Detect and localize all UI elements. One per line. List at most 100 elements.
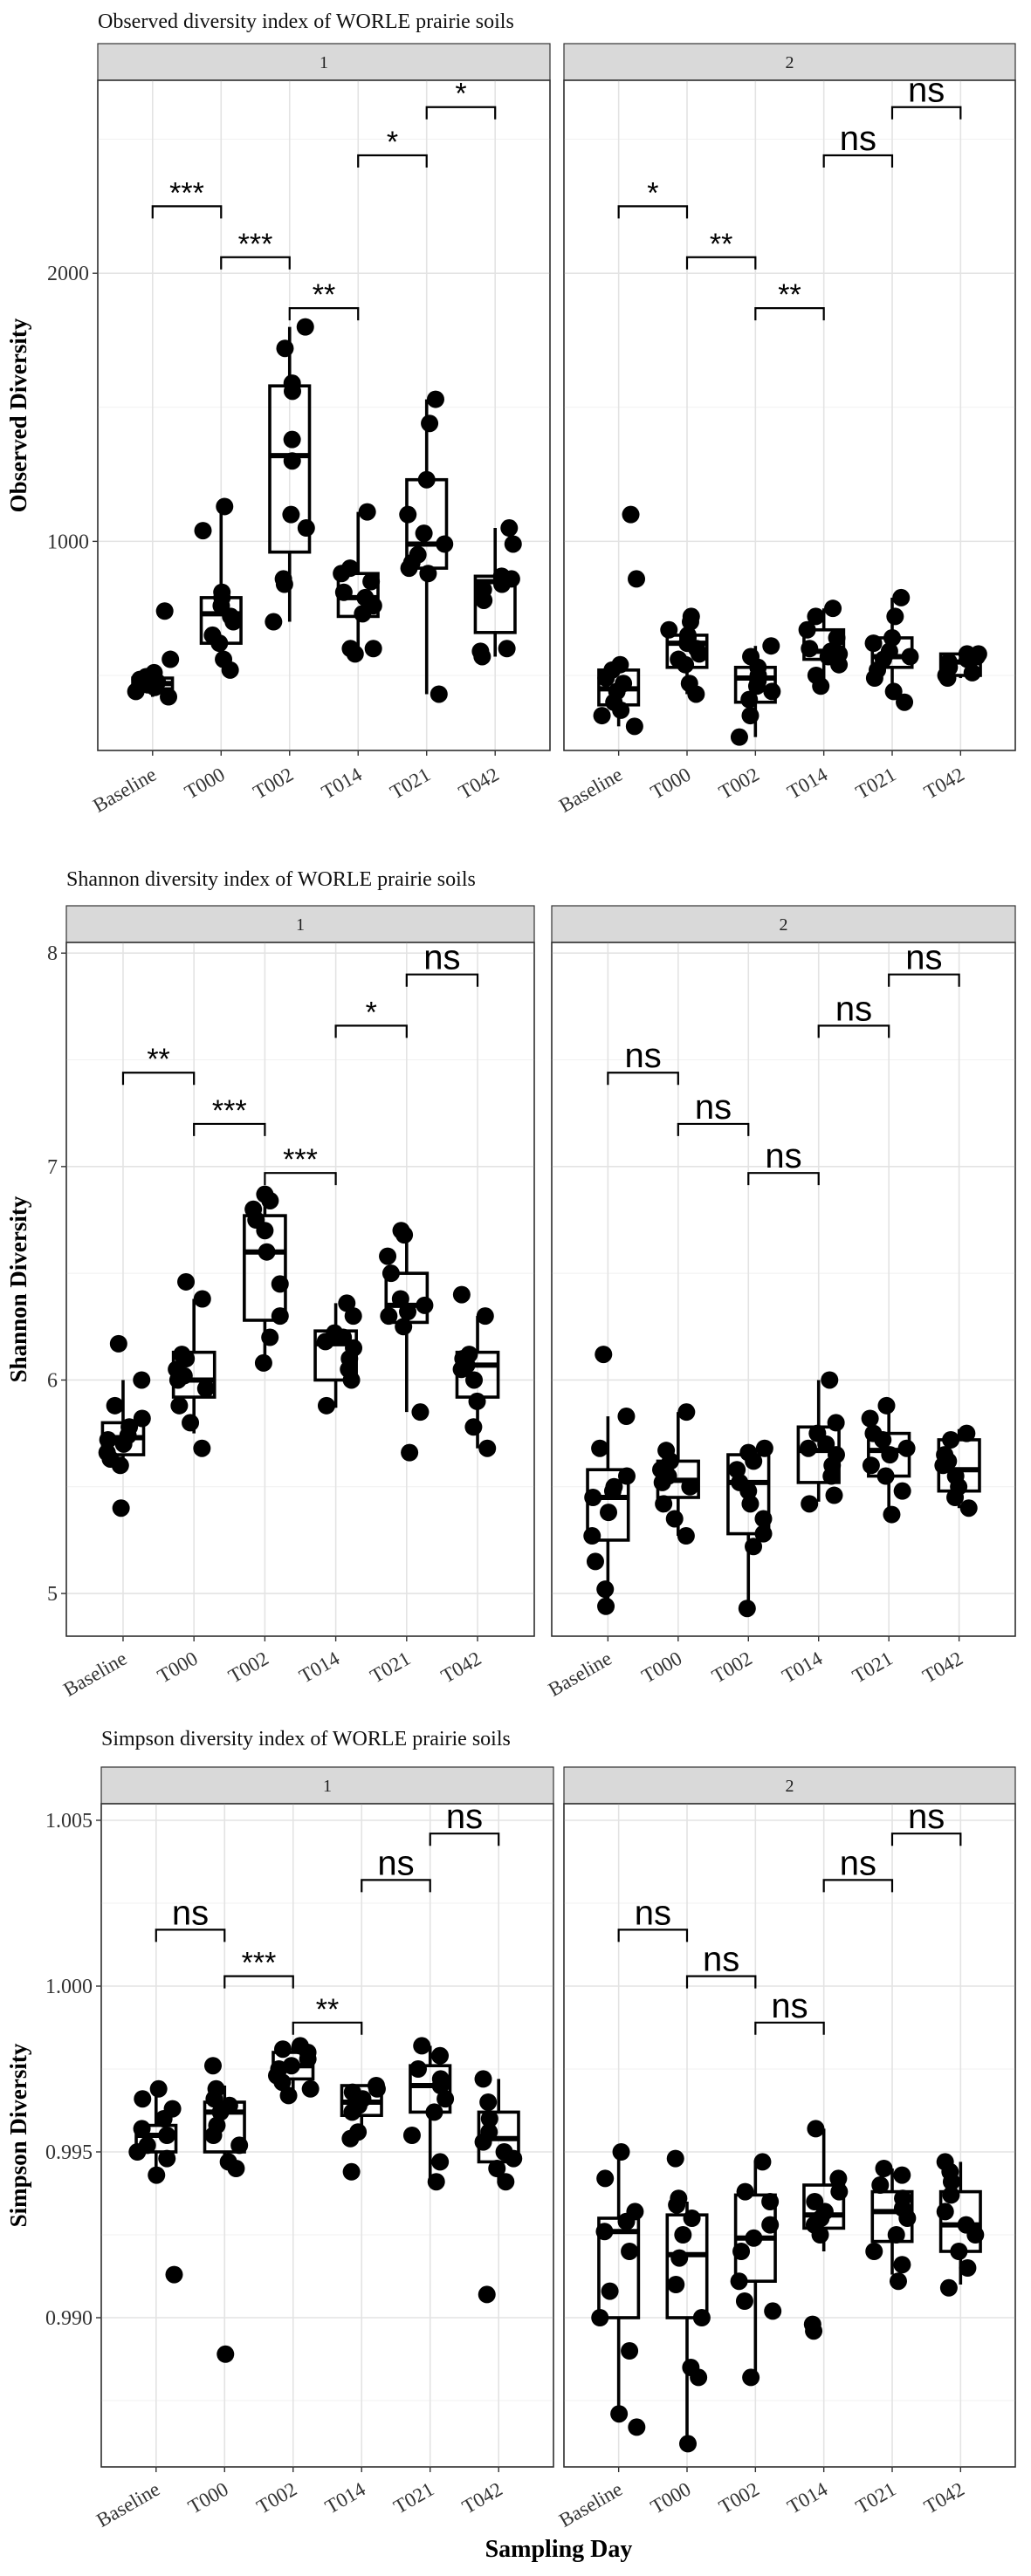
data-point — [886, 607, 904, 626]
data-point — [468, 1392, 486, 1410]
bracket-line — [617, 205, 689, 219]
significance-bracket: ns — [888, 939, 960, 987]
bracket-line — [754, 307, 825, 321]
bracket-line — [155, 1929, 226, 1942]
bracket-line — [220, 256, 291, 270]
data-point — [808, 1424, 827, 1442]
data-point — [939, 2278, 958, 2297]
data-point — [950, 2243, 968, 2260]
plot-border — [97, 79, 551, 751]
bracket-line — [292, 2021, 363, 2035]
data-point — [436, 535, 454, 553]
data-point — [109, 1334, 127, 1353]
y-axis-label: Shannon Diversity — [5, 1196, 31, 1382]
x-tick-label: T021 — [849, 1648, 897, 1688]
data-point — [824, 599, 842, 618]
data-point — [593, 707, 611, 725]
data-point — [677, 1403, 696, 1422]
x-tick-label: T042 — [920, 2478, 968, 2518]
data-point — [492, 567, 511, 586]
data-point — [356, 588, 375, 606]
significance-bracket: ns — [754, 1987, 825, 2035]
data-point — [600, 1504, 618, 1522]
data-point — [283, 374, 301, 393]
data-point — [258, 1243, 276, 1261]
data-point — [162, 650, 180, 668]
x-tick-label: Baseline — [89, 764, 160, 817]
data-point — [196, 1380, 215, 1398]
data-point — [158, 2127, 176, 2144]
significance-bracket: * — [334, 996, 408, 1038]
data-point — [399, 505, 417, 524]
data-point — [392, 1222, 410, 1240]
x-tick-label: Baseline — [555, 764, 626, 817]
data-point — [887, 2226, 905, 2244]
data-point — [460, 1346, 478, 1364]
data-point — [801, 1495, 819, 1513]
data-point — [411, 1403, 430, 1422]
facet-strip-label: 2 — [786, 53, 794, 72]
bracket-line — [334, 1024, 408, 1038]
data-point — [959, 2259, 977, 2277]
data-point — [753, 2153, 772, 2171]
data-point — [692, 2309, 711, 2326]
data-point — [612, 2143, 630, 2161]
x-tick-label: T021 — [367, 1648, 415, 1688]
data-point — [667, 2276, 685, 2293]
data-point — [367, 2077, 385, 2094]
data-point — [657, 1442, 676, 1460]
x-tick-label: Baseline — [93, 2478, 163, 2531]
x-tick-label: T014 — [296, 1647, 344, 1687]
data-point — [877, 1396, 896, 1415]
bracket-line — [888, 973, 960, 987]
data-point — [807, 666, 825, 684]
significance-label: * — [366, 996, 377, 1029]
significance-label: ns — [423, 939, 460, 977]
x-tick-label: T014 — [321, 2477, 369, 2518]
bracket-line — [357, 154, 428, 168]
data-point — [282, 505, 300, 524]
y-tick-label: 5 — [47, 1583, 58, 1606]
data-point — [728, 1461, 746, 1479]
data-point — [742, 2368, 760, 2387]
data-point — [591, 1439, 609, 1457]
data-point — [421, 414, 439, 433]
data-point — [194, 522, 212, 540]
significance-bracket: *** — [223, 1947, 294, 1989]
y-axis-label: Observed Diversity — [5, 318, 31, 512]
data-point — [138, 2136, 156, 2155]
data-point — [827, 1414, 845, 1432]
data-point — [279, 2086, 298, 2105]
data-point — [230, 2136, 249, 2155]
data-point — [807, 2120, 825, 2138]
data-point — [754, 1524, 773, 1543]
data-point — [265, 613, 283, 631]
y-tick-label: 7 — [47, 1156, 58, 1179]
data-point — [415, 524, 433, 543]
data-point — [193, 1439, 211, 1457]
data-point — [942, 2186, 960, 2204]
data-point — [799, 1439, 817, 1457]
box — [243, 1214, 287, 1322]
data-point — [876, 1467, 895, 1485]
significance-label: ** — [147, 1043, 169, 1076]
data-point — [621, 2342, 639, 2360]
data-point — [296, 318, 314, 336]
significance-bracket: ns — [617, 1894, 689, 1942]
data-point — [112, 1499, 130, 1518]
data-point — [591, 2309, 609, 2326]
data-point — [936, 1446, 954, 1464]
data-point — [732, 2243, 751, 2260]
data-point — [738, 1600, 756, 1618]
bracket-line — [890, 106, 962, 120]
significance-bracket: ** — [754, 278, 825, 321]
data-point — [896, 693, 914, 711]
data-point — [398, 1303, 416, 1321]
y-tick-label: 0.990 — [45, 2307, 93, 2330]
data-point — [283, 430, 301, 449]
x-tick-label: T000 — [154, 1648, 202, 1688]
significance-bracket: ** — [121, 1043, 196, 1086]
data-point — [155, 602, 174, 620]
data-point — [413, 2037, 431, 2055]
significance-label: ns — [771, 1987, 808, 2025]
